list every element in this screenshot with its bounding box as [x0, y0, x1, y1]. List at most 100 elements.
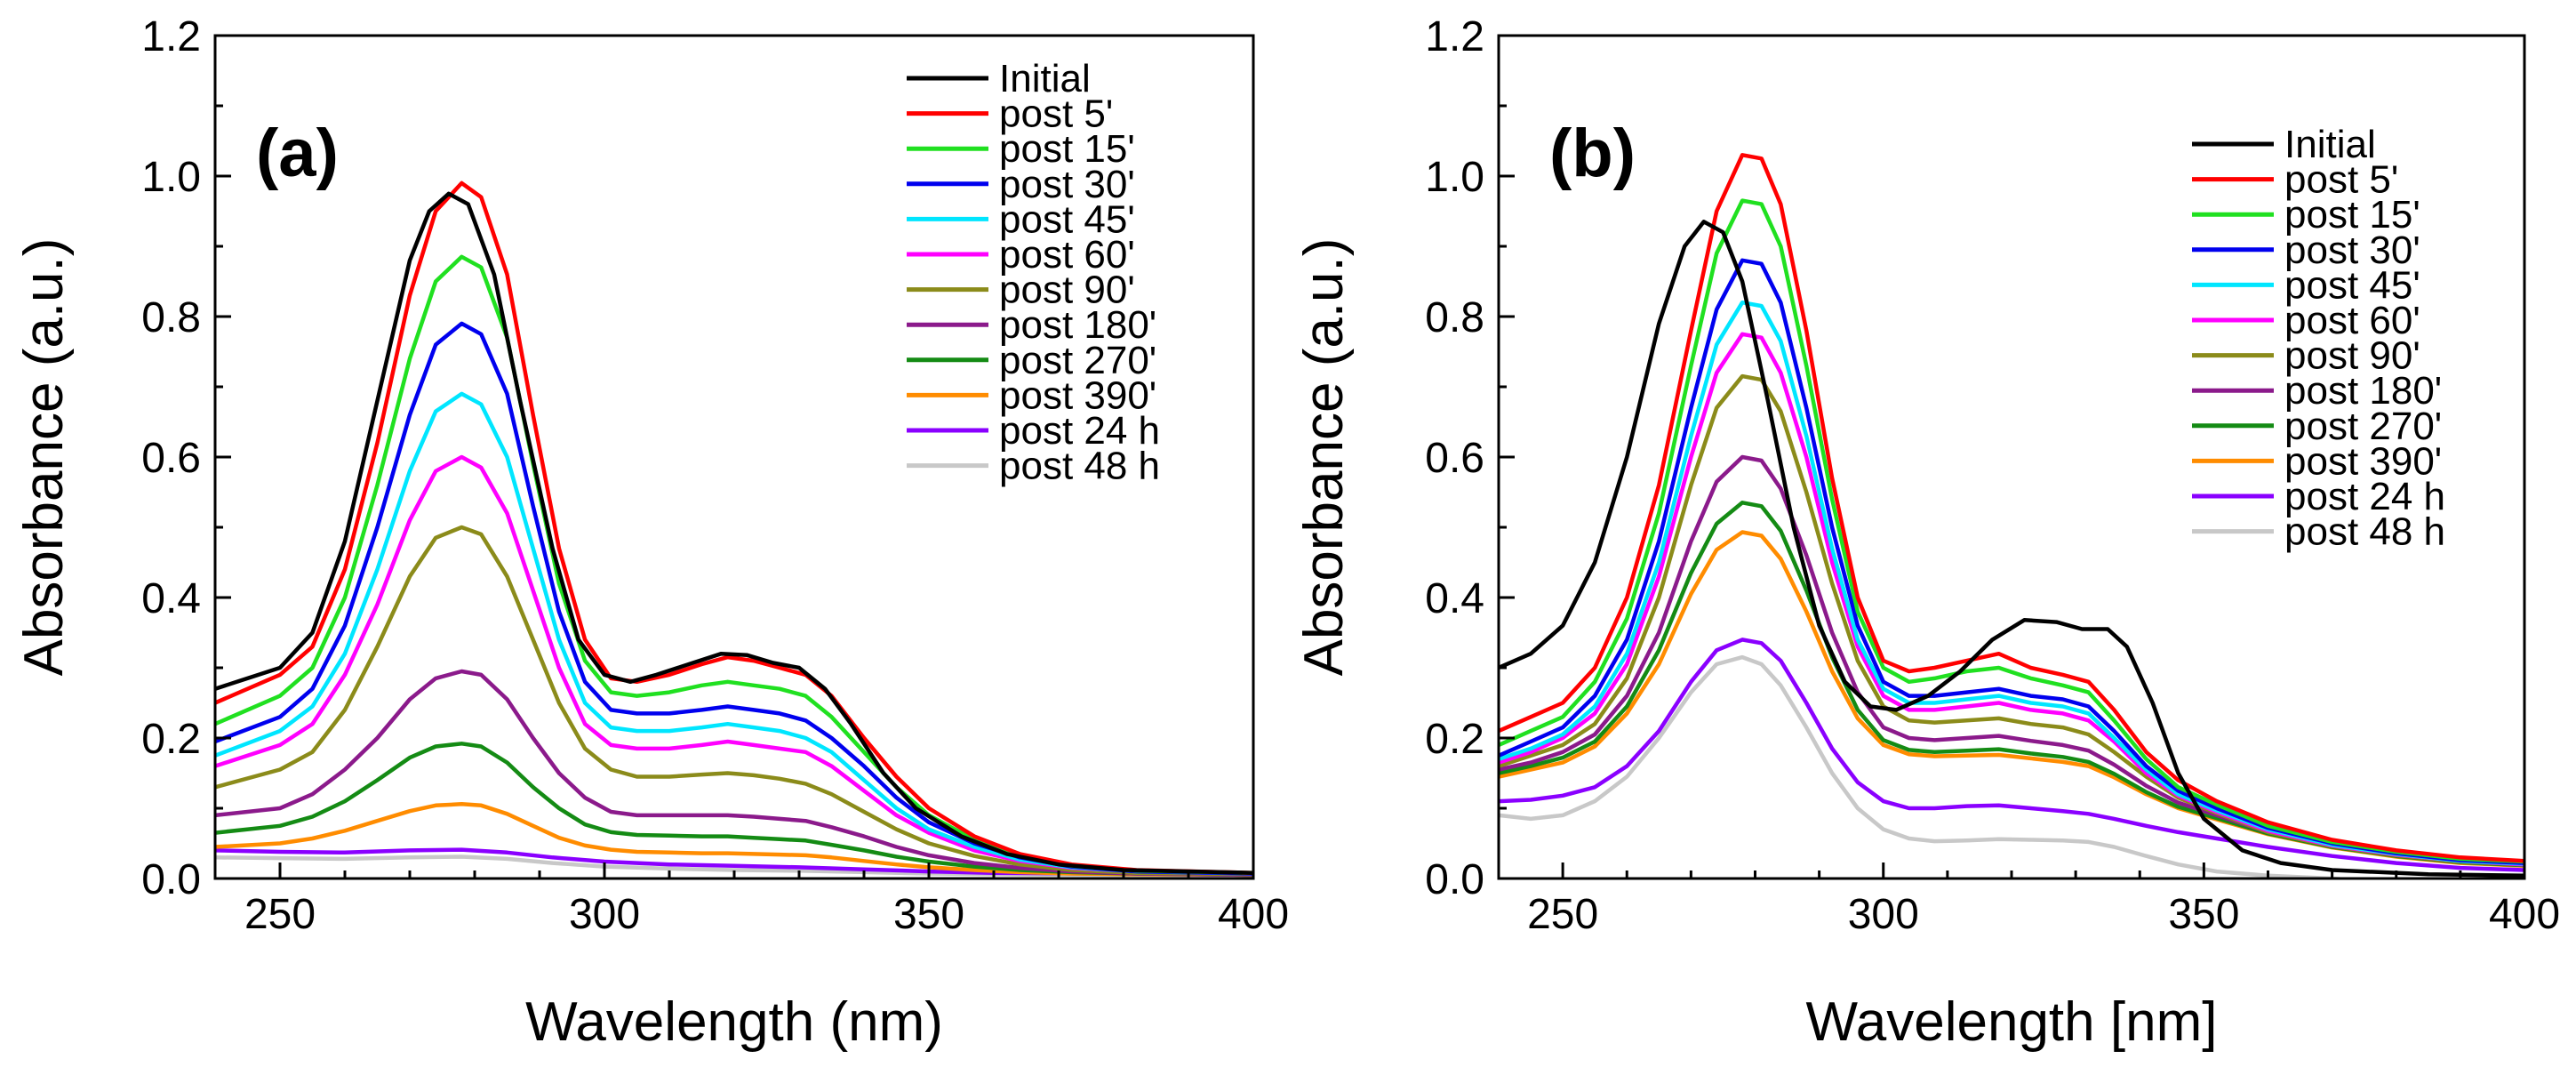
legend-label: post 270': [2284, 405, 2442, 448]
series-line-post-270: [215, 742, 1253, 878]
legend-item: post 24 h: [907, 409, 1160, 453]
legend-item: post 390': [2192, 439, 2442, 483]
series-line-post-30: [215, 321, 1253, 876]
legend-item: post 24 h: [2192, 475, 2445, 518]
legend-item: post 270': [2192, 405, 2442, 448]
legend-item: post 90': [2192, 334, 2420, 378]
legend-label: post 180': [2284, 369, 2442, 413]
chart-panel-a: 250 300 350 400 0.0 0.2 0.4 0.6 0.8 1.0 1.2 (a) Wa…: [13, 13, 1289, 1053]
legend-item: post 45': [2192, 263, 2420, 307]
legend-label: post 90': [2284, 334, 2420, 378]
panel-label: (b): [1549, 116, 1636, 191]
y-tick-label: 0.0: [1425, 856, 1484, 903]
legend-item: Initial: [907, 57, 1091, 100]
series-layer: [1499, 153, 2524, 878]
x-tick-label: 300: [569, 891, 640, 938]
x-axis-title: Wavelength [nm]: [1806, 991, 2218, 1053]
legend-label: Initial: [2284, 123, 2376, 166]
x-axis-title: Wavelength (nm): [525, 991, 943, 1053]
series-line-initial: [215, 191, 1253, 875]
tick-labels-group: 250 300 350 400 0.0 0.2 0.4 0.6 0.8 1.0 1.2: [141, 13, 1289, 938]
y-tick-label: 1.2: [141, 13, 201, 60]
legend-label: post 48 h: [2284, 510, 2445, 554]
legend-label: post 30': [2284, 229, 2420, 272]
y-axis-title: Absorbance (a.u.): [1293, 238, 1355, 677]
legend-item: Initial: [2192, 123, 2376, 166]
y-tick-label: 1.2: [1425, 13, 1484, 60]
series-line-post-24-h: [215, 847, 1253, 877]
legend-label: post 48 h: [999, 445, 1160, 488]
series-line-post-30: [1499, 258, 2524, 865]
x-tick-label: 400: [2489, 891, 2560, 938]
y-tick-label: 0.2: [1425, 716, 1484, 763]
legend-label: post 60': [999, 233, 1135, 277]
legend-label: post 180': [999, 303, 1156, 347]
legend-label: post 390': [999, 373, 1156, 417]
chart-panel-b: 250 300 350 400 0.0 0.2 0.4 0.6 0.8 1.0 1.2 (b) Wa…: [1293, 13, 2560, 1053]
legend-label: post 15': [2284, 193, 2420, 237]
y-axis-title: Absorbance (a.u.): [13, 238, 75, 677]
legend-label: post 60': [2284, 299, 2420, 342]
y-tick-label: 0.4: [141, 575, 201, 622]
x-tick-label: 300: [1848, 891, 1919, 938]
legend-item: post 45': [907, 197, 1135, 241]
series-line-post-270: [1499, 501, 2524, 868]
legend-label: post 5': [2284, 158, 2398, 202]
legend-label: post 15': [999, 127, 1135, 171]
y-tick-label: 0.0: [141, 856, 201, 903]
legend-item: post 30': [2192, 229, 2420, 272]
legend-label: post 30': [999, 163, 1135, 206]
series-line-initial: [1499, 220, 2524, 878]
legend-label: post 270': [999, 339, 1156, 382]
panel-label: (a): [256, 116, 339, 191]
legend-label: post 45': [2284, 263, 2420, 307]
legend-item: post 390': [907, 373, 1156, 417]
x-tick-label: 350: [893, 891, 964, 938]
series-line-post-390: [215, 802, 1253, 878]
y-tick-label: 0.2: [141, 716, 201, 763]
legend-item: post 15': [2192, 193, 2420, 237]
series-line-post-180: [215, 669, 1253, 878]
tick-labels-group: 250 300 350 400 0.0 0.2 0.4 0.6 0.8 1.0 1.2: [1425, 13, 2560, 938]
legend-label: Initial: [999, 57, 1091, 100]
y-tick-label: 1.0: [1425, 154, 1484, 201]
series-line-post-180: [1499, 454, 2524, 867]
legend-label: post 5': [999, 92, 1113, 136]
ticks-group: [1497, 34, 2526, 880]
series-line-post-5: [215, 181, 1253, 875]
series-line-post-5: [1499, 153, 2524, 863]
legend-item: post 60': [2192, 299, 2420, 342]
legend-item: post 30': [907, 163, 1135, 206]
y-tick-label: 0.8: [141, 294, 201, 341]
series-line-post-45: [215, 391, 1253, 876]
legend-item: post 5': [2192, 158, 2398, 202]
series-layer: [215, 181, 1253, 878]
legend-item: post 15': [907, 127, 1135, 171]
legend-item: post 180': [907, 303, 1156, 347]
legend-label: post 390': [2284, 439, 2442, 483]
y-tick-label: 0.6: [1425, 435, 1484, 482]
ticks-group: [213, 34, 1255, 880]
legend-item: post 90': [907, 269, 1135, 312]
series-line-post-15: [1499, 198, 2524, 864]
legend-item: post 48 h: [2192, 510, 2445, 554]
legend-item: post 270': [907, 339, 1156, 382]
legend-item: post 60': [907, 233, 1135, 277]
y-tick-label: 0.4: [1425, 575, 1484, 622]
legend-item: post 48 h: [907, 445, 1160, 488]
legend-label: post 24 h: [2284, 475, 2445, 518]
legend-label: post 24 h: [999, 409, 1160, 453]
y-tick-label: 0.8: [1425, 294, 1484, 341]
legend-label: post 45': [999, 197, 1135, 241]
x-tick-label: 350: [2168, 891, 2239, 938]
legend-item: post 180': [2192, 369, 2442, 413]
y-tick-label: 0.6: [141, 435, 201, 482]
x-tick-label: 250: [1527, 891, 1598, 938]
series-line-post-60: [215, 454, 1253, 876]
x-tick-label: 250: [244, 891, 316, 938]
x-tick-label: 400: [1218, 891, 1289, 938]
series-line-post-90: [215, 525, 1253, 877]
